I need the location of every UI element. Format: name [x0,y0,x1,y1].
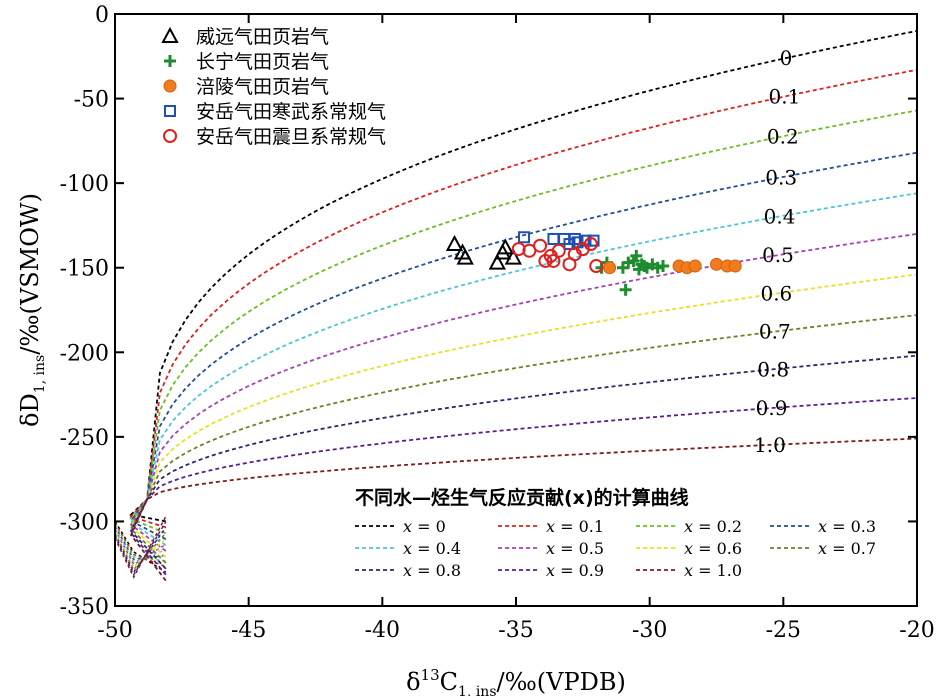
x-tick-label: -20 [899,618,934,643]
data-point-triangle [458,251,472,264]
legend-label: 涪陵气田页岩气 [196,76,329,98]
curve-label: 0.9 [756,396,788,420]
data-point-square [548,234,558,244]
curves-legend-label: x = 0.8 [403,561,461,580]
legend-label: 长宁气田页岩气 [196,51,329,73]
data-point-open-circle [164,130,176,142]
curves-legend-label: x = 0.6 [684,539,742,558]
curve-label: 1.0 [754,433,786,457]
x-tick-label: -45 [231,618,266,643]
x-axis-title-post: /‰(VPDB) [497,668,626,696]
data-point-square [165,106,175,116]
curves-legend: 不同水—烃生气反应贡献(x)的计算曲线 x = 0 x = 0.1 x = 0.2 x … [355,486,876,580]
data-point-filled-circle [711,258,723,270]
x-axis-title-sub: 1, ins [458,684,497,696]
y-tick-label: -350 [60,595,109,620]
curve-labels-layer: 0 0.1 0.2 0.3 0.4 0.5 0.6 0.7 0.8 0.9 1.0 [754,46,800,457]
y-axis-title: δD1, ins/‰(VSMOW) [16,193,48,427]
y-tick-label: -150 [60,257,109,282]
legend-label: 安岳气田震旦系常规气 [196,126,386,148]
y-axis-title-pre: δD [16,393,44,427]
y-tick-label: -100 [60,172,109,197]
y-tick-label: -300 [60,510,109,535]
chart-canvas: -50 -45 -40 -35 -30 -25 -200-50-100-150-200-25… [0,0,945,696]
data-point-filled-circle [604,262,616,274]
points-layer [448,232,742,295]
curve-label: 0.1 [768,85,800,109]
y-axis-title-sub: 1, ins [32,355,48,394]
curve-line [131,356,917,569]
data-point-triangle [448,237,462,250]
curves-legend-label: x = 0.1 [546,517,604,536]
data-point-plus [620,284,632,296]
axes-layer: -50 -45 -40 -35 -30 -25 -200-50-100-150-200-25… [60,3,935,643]
curves-legend-label: x = 0.2 [684,517,742,536]
curves-legend-label: x = 0.5 [546,539,604,558]
x-axis-title-sup: 13 [421,666,440,684]
curves-legend-label: x = 1.0 [684,561,742,580]
data-point-open-circle [534,240,546,252]
legend-label: 威远气田页岩气 [196,26,329,48]
y-tick-label: -200 [60,341,109,366]
curve-label: 0.2 [767,124,799,148]
data-point-square [519,232,529,242]
x-tick-label: -30 [632,618,667,643]
curve-stub [115,527,166,560]
data-point-filled-circle [164,80,176,92]
curve-label: 0.8 [757,357,789,381]
x-tick-label: -50 [97,618,132,643]
curve-label: 0.3 [765,165,797,189]
data-point-plus [164,55,176,67]
x-axis-title: δ13C1, ins/‰(VPDB) [406,666,626,696]
curve-label: 0.4 [764,204,796,228]
data-point-triangle [496,245,510,258]
curve-label: 0.7 [759,320,791,344]
series-legend: 威远气田页岩气长宁气田页岩气涪陵气田页岩气安岳气田寒武系常规气安岳气田震旦系常规… [163,26,386,148]
curve-label: 0.5 [762,243,794,267]
y-tick-label: -250 [60,426,109,451]
x-axis-title-pre: δ [406,668,420,696]
x-tick-label: -35 [498,618,533,643]
y-tick-label: 0 [95,3,109,28]
curves-legend-label: x = 0.9 [546,561,604,580]
curve-line [131,275,917,557]
legend-label: 安岳气田寒武系常规气 [196,101,386,123]
data-point-triangle [163,29,177,42]
x-tick-label: -40 [365,618,400,643]
y-axis-title-post: /‰(VSMOW) [16,193,44,355]
y-tick-label: -50 [74,88,109,113]
x-tick-label: -25 [766,618,801,643]
curve-line [131,153,917,540]
curve-line [131,439,917,581]
curve-label: 0 [780,46,793,70]
data-point-filled-circle [689,260,701,272]
curve-label: 0.6 [760,282,792,306]
curves-legend-label: x = 0.7 [818,539,876,558]
curves-legend-label: x = 0 [403,517,446,536]
data-point-filled-circle [729,260,741,272]
x-axis-title-main: C [440,668,458,696]
curves-legend-label: x = 0.4 [403,539,461,558]
curves-legend-label: x = 0.3 [818,517,876,536]
curves-legend-title: 不同水—烃生气反应贡献(x)的计算曲线 [355,486,689,509]
